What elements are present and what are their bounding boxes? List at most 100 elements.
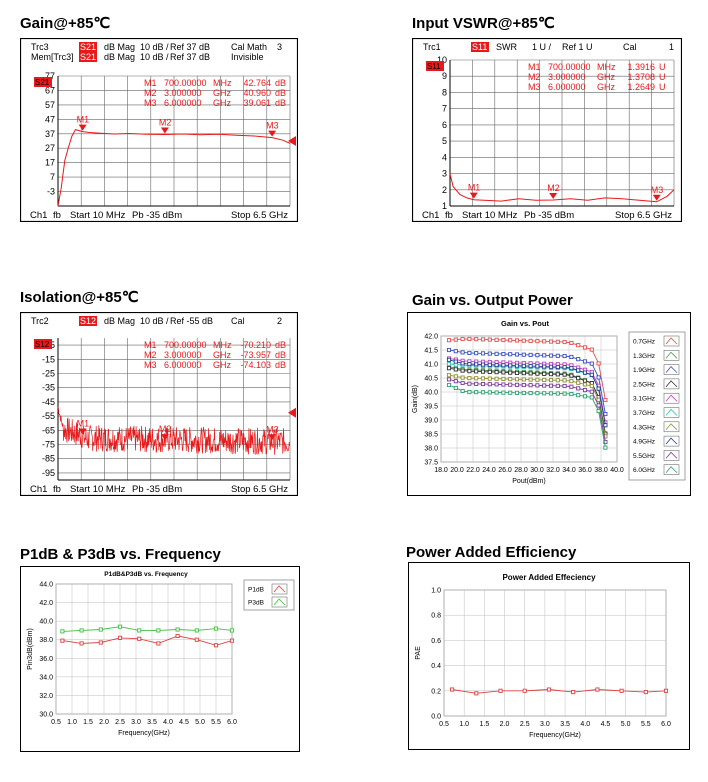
marker-vunit: dB	[275, 98, 286, 108]
data-point	[596, 386, 601, 391]
marker-triangle	[268, 130, 277, 137]
trace-line	[57, 406, 290, 455]
data-point	[542, 391, 547, 396]
y-tick-label: 1	[442, 201, 447, 211]
header-d: 10 dB /	[140, 316, 169, 326]
data-point	[79, 641, 84, 646]
marker-value: 42.764	[243, 78, 271, 88]
data-point	[589, 389, 594, 394]
data-point	[453, 349, 458, 354]
trace-tag-bg	[79, 52, 97, 62]
data-point	[137, 636, 142, 641]
marker-vunit: dB	[275, 340, 286, 350]
legend-swatch	[271, 596, 288, 608]
data-point	[562, 378, 567, 383]
trace-label: S11	[427, 62, 441, 71]
isolation-title: Isolation@+85℃	[20, 289, 139, 306]
x-tick-label: 20.0	[450, 467, 464, 474]
data-point	[156, 628, 161, 633]
marker-name: M2	[528, 72, 541, 82]
data-point	[446, 382, 452, 388]
chart-title: Gain vs. Pout	[501, 319, 549, 328]
marker-name: M1	[144, 78, 157, 88]
marker-value: 39.061	[243, 98, 271, 108]
x-tick-label: 0.5	[51, 719, 61, 726]
data-point	[603, 439, 608, 445]
data-point	[542, 353, 547, 358]
legend-swatch	[663, 335, 680, 347]
data-point	[514, 338, 520, 343]
data-point	[522, 688, 527, 693]
header-e: Ref -55 dB	[170, 316, 213, 326]
data-point	[663, 688, 669, 693]
data-point	[528, 383, 533, 388]
data-point	[501, 370, 506, 375]
data-point	[480, 369, 486, 374]
data-point	[562, 365, 567, 370]
x-tick-label: 3.5	[147, 719, 157, 726]
data-point	[542, 339, 547, 344]
data-point	[576, 380, 581, 385]
y-tick-label: -25	[42, 369, 55, 379]
series-line	[62, 626, 233, 632]
header-e: Ref 1 U	[562, 42, 593, 52]
p1db-title: P1dB & P3dB vs. Frequency	[20, 546, 221, 563]
y-tick-label: -15	[42, 354, 55, 364]
data-point	[548, 339, 554, 344]
marker-freq: 6.000000	[548, 82, 586, 92]
data-point	[494, 376, 499, 381]
marker-value: 40.960	[243, 88, 271, 98]
data-point	[569, 340, 574, 345]
header-e: Ref 37 dB	[170, 52, 210, 62]
data-point	[582, 370, 588, 375]
x-tick-label: 30.0	[530, 467, 544, 474]
data-point	[446, 357, 452, 362]
data-point	[446, 366, 452, 371]
data-point	[535, 364, 540, 369]
footer-channel: Ch1	[422, 210, 439, 221]
x-tick-label: 6.0	[661, 721, 671, 728]
data-point	[555, 372, 560, 377]
legend-swatch-line	[273, 598, 286, 606]
y-tick-label: 41.0	[424, 362, 438, 369]
data-point	[98, 640, 103, 645]
p1db-chart: P1dB&P3dB vs. Frequency 0.5 1.0 1.5 2.0 2.5 3.…	[20, 566, 300, 752]
marker-vunit: U	[659, 72, 666, 82]
data-point	[555, 378, 560, 383]
data-point	[460, 361, 465, 366]
y-tick-label: 27	[45, 143, 55, 153]
marker-unit: MHz	[213, 78, 232, 88]
data-point	[474, 691, 479, 696]
legend-swatch	[663, 464, 680, 475]
legend-swatch-line	[665, 408, 678, 416]
marker-freq: 700.00000	[164, 78, 207, 88]
marker-vunit: U	[659, 82, 666, 92]
data-point	[546, 687, 551, 692]
data-point	[535, 377, 540, 382]
y-tick-label: -95	[42, 468, 55, 478]
header-g: 3	[277, 42, 282, 52]
data-point	[474, 390, 479, 395]
x-tick-label: 3.0	[131, 719, 141, 726]
data-point	[589, 347, 594, 352]
data-point	[117, 635, 123, 640]
legend-swatch-line	[665, 423, 678, 431]
data-point	[194, 637, 199, 642]
marker-freq: 3.000000	[164, 88, 202, 98]
marker-vunit: dB	[275, 350, 286, 360]
y-tick-label: 0.6	[431, 638, 441, 645]
legend-label: 4.9GHz	[633, 439, 655, 446]
data-point	[446, 373, 452, 378]
data-point	[460, 380, 465, 386]
marker-name: M2	[144, 350, 157, 360]
data-point	[467, 376, 472, 381]
y-tick-label: 3	[442, 169, 447, 179]
data-point	[446, 338, 452, 343]
y-tick-label: -75	[42, 440, 55, 450]
marker-vunit: U	[659, 62, 666, 72]
x-tick-label: 1.5	[479, 721, 489, 728]
pae-chart: Power Added Effeciency 0.5 1.0 1.5 2.0 2.5 3.0…	[408, 562, 690, 750]
marker-label: M3	[266, 424, 279, 434]
data-point	[213, 643, 219, 648]
